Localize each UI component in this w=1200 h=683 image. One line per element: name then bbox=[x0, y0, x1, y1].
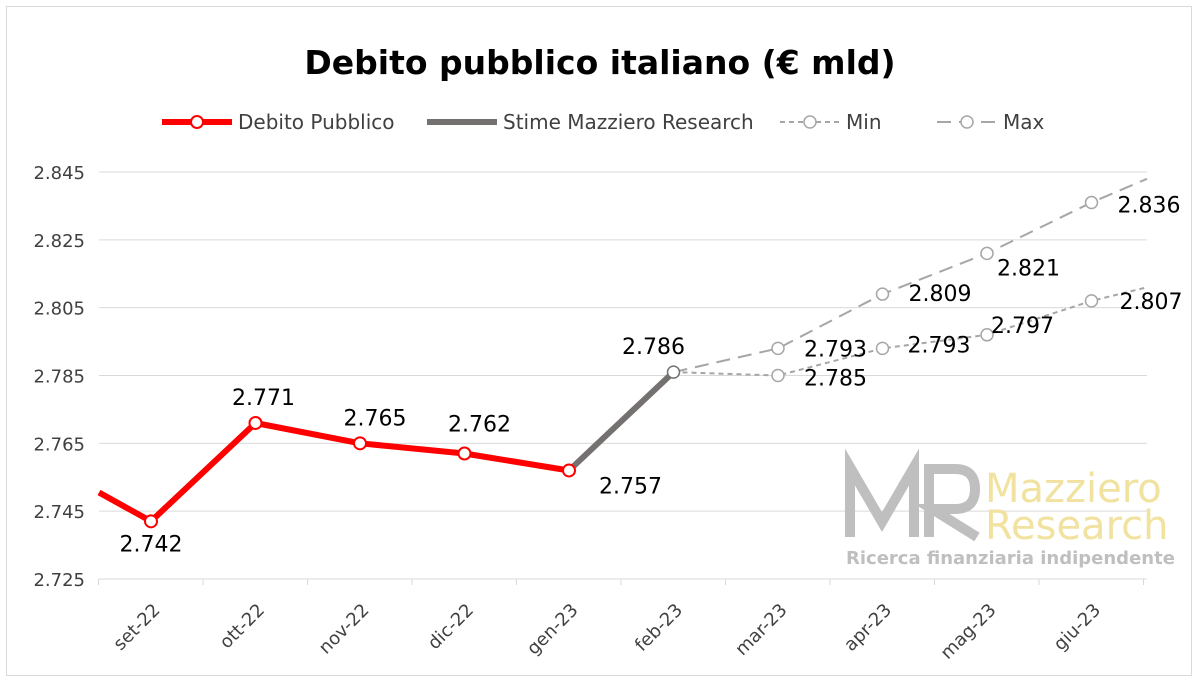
data-point bbox=[875, 287, 890, 301]
y-axis: 2.725 2.745 2.765 2.785 2.805 2.825 2.845 bbox=[33, 163, 85, 591]
watermark-tagline: Ricerca finanziaria indipendente bbox=[846, 548, 1175, 569]
legend-marker bbox=[190, 115, 204, 129]
data-point bbox=[771, 368, 785, 383]
y-tick-label: 2.765 bbox=[33, 434, 85, 455]
data-label: 2.771 bbox=[232, 386, 295, 411]
legend-marker bbox=[960, 115, 974, 129]
data-point bbox=[562, 463, 576, 478]
legend-label: Debito Pubblico bbox=[238, 110, 395, 134]
legend: Debito Pubblico Stime Mazziero Research Mi… bbox=[162, 110, 1045, 134]
data-point bbox=[980, 246, 994, 261]
series-line-max bbox=[673, 177, 1148, 374]
data-label: 2.786 bbox=[622, 335, 685, 360]
series-line-debito-pubblico bbox=[97, 420, 570, 525]
x-axis: set-22 ott-22 nov-22 dic-22 gen-23 feb-23 mar-… bbox=[98, 579, 1144, 664]
x-tick-label: mag-23 bbox=[937, 600, 1001, 664]
data-labels: 2.742 2.771 2.765 2.762 2.757 2.786 2.785 2.793… bbox=[120, 194, 1183, 558]
y-tick-label: 2.845 bbox=[33, 163, 85, 184]
x-tick-label: giu-23 bbox=[1050, 600, 1105, 655]
x-tick-label: set-22 bbox=[109, 600, 164, 655]
chart-canvas: Mazziero Research Ricerca finanziaria in… bbox=[33, 43, 1183, 664]
data-label: 2.807 bbox=[1120, 290, 1183, 315]
data-point bbox=[875, 341, 890, 356]
data-point bbox=[666, 365, 681, 379]
x-tick-label: dic-22 bbox=[424, 600, 478, 654]
y-tick-label: 2.805 bbox=[33, 299, 85, 320]
data-label: 2.809 bbox=[909, 282, 972, 307]
legend-label: Max bbox=[1003, 110, 1045, 134]
data-point bbox=[1084, 195, 1099, 210]
x-tick-label: apr-23 bbox=[840, 600, 896, 656]
watermark-logo bbox=[845, 448, 981, 542]
data-label: 2.762 bbox=[448, 413, 511, 438]
data-point bbox=[144, 514, 158, 529]
chart-title: Debito pubblico italiano (€ mld) bbox=[304, 43, 895, 82]
series-layer bbox=[97, 177, 1148, 529]
y-tick-label: 2.745 bbox=[33, 502, 85, 523]
data-label: 2.793 bbox=[804, 337, 867, 362]
data-point bbox=[353, 436, 367, 451]
legend-label: Stime Mazziero Research bbox=[503, 110, 754, 134]
legend-label: Min bbox=[846, 110, 882, 134]
grid-lines bbox=[99, 171, 1147, 580]
watermark-line1: Mazziero bbox=[985, 466, 1162, 512]
data-label: 2.785 bbox=[804, 367, 867, 392]
watermark-line2: Research bbox=[985, 503, 1168, 549]
data-label: 2.757 bbox=[599, 474, 662, 499]
x-tick-label: gen-23 bbox=[523, 600, 583, 660]
x-tick-label: mar-23 bbox=[731, 600, 791, 660]
data-label: 2.793 bbox=[908, 333, 971, 358]
x-tick-label: nov-22 bbox=[315, 600, 374, 659]
data-point bbox=[248, 415, 263, 430]
data-point bbox=[980, 328, 994, 342]
x-tick-label: feb-23 bbox=[631, 600, 687, 656]
series-line-stime-mazziero-research bbox=[566, 369, 676, 473]
y-tick-label: 2.785 bbox=[33, 367, 85, 388]
data-point bbox=[457, 446, 472, 461]
y-tick-label: 2.725 bbox=[33, 570, 85, 591]
y-tick-label: 2.825 bbox=[33, 231, 85, 252]
data-label: 2.765 bbox=[344, 406, 407, 431]
x-tick-label: ott-22 bbox=[216, 600, 269, 653]
watermark: Mazziero Research Ricerca finanziaria in… bbox=[845, 448, 1175, 569]
data-point bbox=[771, 341, 785, 356]
data-label: 2.742 bbox=[120, 532, 183, 557]
data-point bbox=[1084, 294, 1099, 308]
data-label: 2.797 bbox=[991, 314, 1054, 339]
legend-marker bbox=[803, 115, 817, 129]
series-line-min bbox=[673, 286, 1148, 377]
data-label: 2.836 bbox=[1118, 194, 1181, 219]
data-label: 2.821 bbox=[997, 256, 1060, 281]
chart-frame: Mazziero Research Ricerca finanziaria in… bbox=[6, 6, 1192, 676]
